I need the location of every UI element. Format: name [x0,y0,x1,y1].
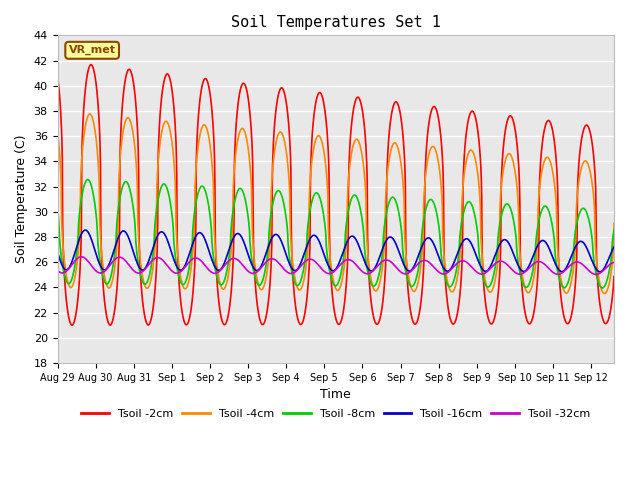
Tsoil -4cm [414,280,422,286]
Tsoil -4cm [90,120,97,126]
Tsoil -2cm [460,161,468,167]
Tsoil -32cm [184,260,192,266]
Tsoil -4cm [460,179,467,184]
Tsoil -16cm [518,268,525,274]
Tsoil -4cm [399,185,407,191]
Tsoil -2cm [87,62,95,68]
Text: VR_met: VR_met [68,45,116,55]
Tsoil -16cm [610,244,618,250]
Tsoil -2cm [185,318,193,324]
Tsoil -8cm [460,210,467,216]
Tsoil -16cm [414,253,422,259]
Tsoil -8cm [84,177,92,182]
Tsoil -16cm [81,227,89,233]
Tsoil -32cm [610,260,618,265]
Tsoil -2cm [54,73,61,79]
Tsoil -32cm [518,271,525,276]
Tsoil -32cm [77,254,85,260]
Tsoil -32cm [414,261,422,266]
Y-axis label: Soil Temperature (C): Soil Temperature (C) [15,135,28,264]
Tsoil -2cm [68,322,76,328]
Tsoil -2cm [400,143,408,148]
Tsoil -8cm [414,268,422,274]
Tsoil -4cm [518,269,525,275]
Tsoil -2cm [415,314,422,320]
Tsoil -8cm [90,194,97,200]
Line: Tsoil -8cm: Tsoil -8cm [58,180,614,288]
Tsoil -32cm [54,267,61,273]
Tsoil -8cm [54,206,61,212]
Legend: Tsoil -2cm, Tsoil -4cm, Tsoil -8cm, Tsoil -16cm, Tsoil -32cm: Tsoil -2cm, Tsoil -4cm, Tsoil -8cm, Tsoi… [77,404,595,423]
Tsoil -4cm [184,280,192,286]
Tsoil -32cm [593,272,600,277]
Title: Soil Temperatures Set 1: Soil Temperatures Set 1 [231,15,441,30]
Tsoil -16cm [460,238,467,244]
Tsoil -4cm [610,220,618,226]
Line: Tsoil -32cm: Tsoil -32cm [58,257,614,275]
Tsoil -4cm [54,129,61,135]
Tsoil -32cm [399,271,407,276]
X-axis label: Time: Time [321,388,351,401]
Tsoil -16cm [399,261,407,266]
Tsoil -16cm [54,249,61,255]
Tsoil -2cm [610,274,618,279]
Tsoil -32cm [90,265,97,271]
Tsoil -16cm [184,254,192,260]
Tsoil -16cm [596,269,604,275]
Tsoil -8cm [518,277,525,283]
Tsoil -2cm [90,69,98,74]
Tsoil -4cm [601,291,609,297]
Tsoil -8cm [598,285,606,291]
Tsoil -8cm [610,227,618,233]
Tsoil -32cm [460,258,467,264]
Line: Tsoil -2cm: Tsoil -2cm [58,65,614,325]
Tsoil -8cm [399,253,407,259]
Tsoil -8cm [184,269,192,275]
Tsoil -2cm [518,287,526,293]
Line: Tsoil -4cm: Tsoil -4cm [58,114,614,294]
Tsoil -16cm [90,243,97,249]
Tsoil -4cm [86,111,93,117]
Line: Tsoil -16cm: Tsoil -16cm [58,230,614,272]
